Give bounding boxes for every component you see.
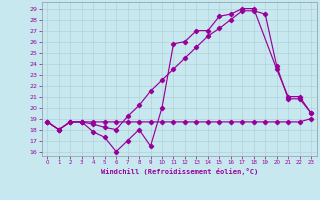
X-axis label: Windchill (Refroidissement éolien,°C): Windchill (Refroidissement éolien,°C) — [100, 168, 258, 175]
